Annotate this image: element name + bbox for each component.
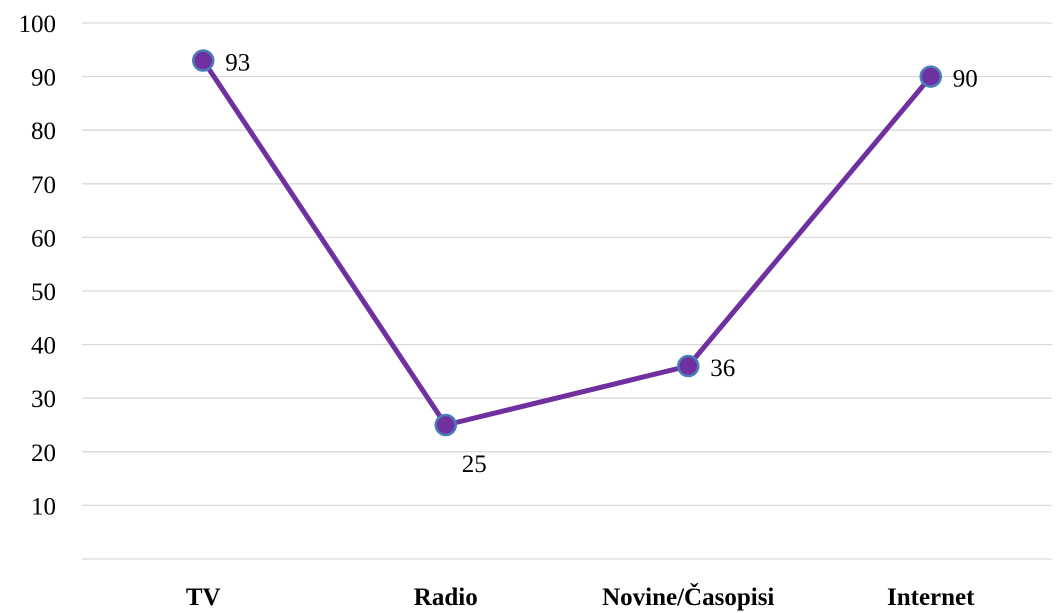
y-axis-tick-labels: 10 20 30 40 50 60 70 80 90 100 bbox=[19, 11, 57, 520]
data-label: 93 bbox=[225, 50, 250, 77]
data-point-marker bbox=[192, 49, 215, 72]
x-axis-tick-labels: TV Radio Novine/Časopisi Internet bbox=[186, 582, 975, 611]
y-tick-label: 80 bbox=[31, 118, 56, 145]
series-line bbox=[200, 58, 934, 428]
y-tick-label: 20 bbox=[31, 440, 56, 467]
data-label: 90 bbox=[953, 66, 978, 93]
x-tick-label: Novine/Časopisi bbox=[602, 582, 774, 611]
series bbox=[192, 49, 942, 437]
data-point-marker bbox=[919, 65, 942, 88]
gridlines bbox=[82, 22, 1052, 560]
y-tick-label: 10 bbox=[31, 493, 56, 520]
y-tick-label: 40 bbox=[31, 333, 56, 360]
x-tick-label: TV bbox=[186, 584, 221, 611]
y-tick-label: 70 bbox=[31, 172, 56, 199]
data-label: 25 bbox=[462, 451, 487, 478]
data-point-marker bbox=[677, 354, 700, 378]
y-tick-label: 50 bbox=[31, 279, 56, 306]
y-tick-label: 30 bbox=[31, 386, 56, 413]
data-label: 36 bbox=[710, 355, 735, 382]
x-tick-label: Radio bbox=[414, 584, 478, 611]
y-tick-label: 60 bbox=[31, 225, 56, 252]
y-tick-label: 90 bbox=[31, 65, 56, 92]
y-tick-label: 100 bbox=[19, 11, 57, 38]
x-tick-label: Internet bbox=[887, 584, 975, 611]
data-labels: 93 25 36 90 bbox=[225, 50, 978, 478]
data-point-marker bbox=[434, 413, 457, 437]
